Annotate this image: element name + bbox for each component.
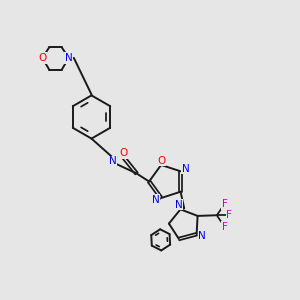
Text: N: N (175, 200, 183, 210)
Text: N: N (152, 194, 160, 205)
Text: F: F (226, 210, 232, 220)
Text: N: N (198, 231, 206, 241)
Text: N: N (182, 164, 190, 174)
Text: O: O (38, 53, 46, 63)
Text: N: N (65, 53, 73, 63)
Text: H: H (120, 149, 128, 159)
Text: N: N (109, 156, 116, 167)
Text: O: O (119, 148, 128, 158)
Text: O: O (158, 156, 166, 166)
Text: F: F (222, 199, 227, 209)
Text: F: F (222, 222, 227, 232)
